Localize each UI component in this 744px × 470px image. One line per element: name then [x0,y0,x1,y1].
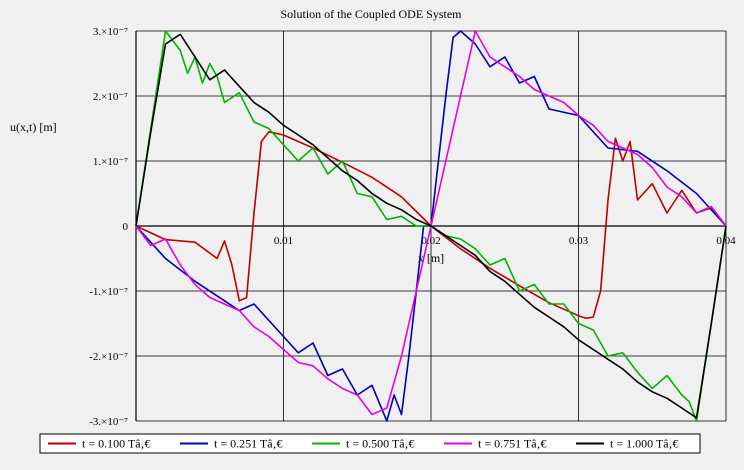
y-tick-label-4: -1.×10⁻⁷ [89,286,128,298]
series-line-4 [135,33,727,419]
series-line-0 [135,131,727,320]
series-line-2 [135,30,727,422]
y-tick-label-6: -3.×10⁻⁷ [89,416,128,428]
y-axis-label: u(x,t) [m] [10,120,57,134]
chart-title: Solution of the Coupled ODE System [281,7,463,21]
legend-label-3: t = 0.751 Tâ‚€ [478,437,547,451]
x-tick-labels: 0.01 0.02 0.03 0.04 [274,235,736,247]
legend-box [39,433,701,454]
x-tick-label-0: 0.01 [274,235,293,247]
y-tick-label-1: 2.×10⁻⁷ [93,91,128,103]
y-tick-label-5: -2.×10⁻⁷ [89,351,128,363]
legend: t = 0.100 Tâ‚€ t = 0.251 Tâ‚€ t = 0.500 Tâ… [39,433,701,454]
series-line-1 [135,30,727,422]
legend-label-2: t = 0.500 Tâ‚€ [346,437,415,451]
legend-label-0: t = 0.100 Tâ‚€ [82,437,151,451]
legend-label-1: t = 0.251 Tâ‚€ [214,437,283,451]
legend-label-4: t = 1.000 Tâ‚€ [610,437,679,451]
y-tick-labels: 3.×10⁻⁷ 2.×10⁻⁷ 1.×10⁻⁷ 0 -1.×10⁻⁷ -2.×10⁻⁷ -3… [89,26,128,428]
x-tick-label-3: 0.04 [716,235,736,247]
y-tick-label-2: 1.×10⁻⁷ [93,156,128,168]
x-tick-label-1: 0.02 [421,235,440,247]
x-tick-label-2: 0.03 [569,235,589,247]
series-layer [135,30,727,422]
y-tick-label-0: 3.×10⁻⁷ [93,26,128,38]
y-tick-label-3: 0 [123,221,129,233]
